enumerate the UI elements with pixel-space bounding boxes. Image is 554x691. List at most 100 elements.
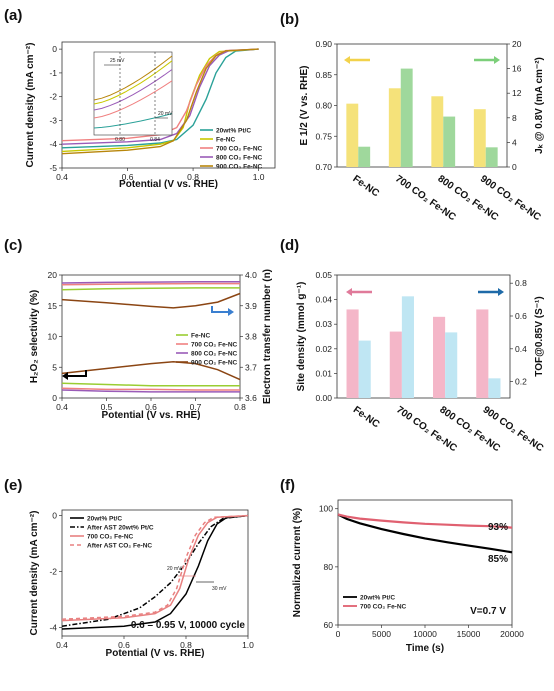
retention-label: 93% (488, 522, 508, 533)
inset-line (93, 55, 173, 101)
y-tick-label: -1 (49, 68, 57, 78)
legend-label: 700 CO₂ Fe-NC (87, 534, 134, 541)
data-line (337, 513, 513, 529)
legend-label: Fe-NC (216, 137, 235, 144)
x-tick-label: 0.4 (56, 640, 68, 650)
bar (400, 68, 413, 167)
left-axis-arrowhead (344, 56, 350, 64)
bar (433, 316, 446, 398)
panel-d: (d) 0.00 0.01 0.02 0.03 0.04 0.05 0.2 0.4 0.6 0.8 F… (280, 237, 545, 454)
x-tick-label: 0.4 (56, 402, 68, 412)
legend-label: 700 CO₂ Fe-NC (191, 342, 238, 349)
y2-axis-label: Electron transfer number (n) (262, 269, 273, 404)
y2-tick-label: 3.9 (245, 301, 257, 311)
data-line (61, 48, 259, 149)
right-axis-arrowhead (494, 56, 500, 64)
y-tick-label: 15 (48, 301, 58, 311)
y2-axis-label: TOF@0.85V (S⁻¹) (534, 296, 545, 376)
plot-frame (61, 41, 276, 169)
y2-tick-label: 3.8 (245, 332, 257, 342)
inset-tick-label: 0.84 (150, 137, 160, 143)
panel-f: (f) 0 5000 10000 15000 20000 60 80 100 Time (s) No… (280, 477, 524, 654)
x-tick-label: 0.7 (190, 402, 202, 412)
data-line (61, 514, 249, 622)
bar (445, 332, 458, 398)
y-tick-label: -2 (49, 92, 57, 102)
y2-tick-label: 16 (512, 64, 522, 74)
bar (388, 88, 401, 167)
x-tick-label: 1.0 (242, 640, 254, 650)
legend-label: 20wt% Pt/C (360, 595, 395, 602)
x-tick-label: 20000 (500, 629, 524, 639)
retention-label: 85% (488, 554, 508, 565)
condition-annotation: 0.6 – 0.95 V, 10000 cycle (131, 620, 246, 631)
left-axis-arrowhead (62, 372, 68, 380)
data-line (61, 48, 259, 155)
bar (476, 309, 489, 398)
x-axis-label: Potential (V vs. RHE) (106, 648, 205, 659)
legend-label: 800 CO₂ Fe-NC (216, 155, 263, 162)
plot-frame (61, 274, 241, 399)
bar (431, 96, 444, 167)
bar (389, 331, 402, 398)
x-tick-label: 0.5 (101, 402, 113, 412)
inset-line (93, 113, 173, 129)
x-axis-label: Time (s) (406, 643, 444, 654)
y-axis-label: H₂O₂ selectivity (%) (29, 290, 40, 383)
y-tick-label: 0.00 (315, 393, 332, 403)
x-tick-label: 0.8 (180, 640, 192, 650)
y2-tick-label: 4.0 (245, 270, 257, 280)
category-label: Fe-NC (351, 173, 381, 199)
y2-tick-label: 4 (512, 137, 517, 147)
n-line (61, 282, 240, 286)
y-tick-label: 20 (48, 270, 58, 280)
x-tick-label: 5000 (372, 629, 391, 639)
data-line (61, 48, 259, 153)
y-axis-label: E 1/2 (V vs. RHE) (299, 65, 310, 145)
y2-tick-label: 0.4 (515, 344, 527, 354)
right-axis-arrow (211, 306, 228, 313)
y-tick-label: 0.75 (315, 131, 332, 141)
x-axis-label: Potential (V vs. RHE) (102, 410, 201, 421)
n-line (61, 287, 240, 291)
legend-label: 700 CO₂ Fe-NC (360, 604, 407, 611)
y-tick-label: 0.02 (315, 344, 332, 354)
h2o2-line (61, 360, 241, 381)
y2-tick-label: 12 (512, 88, 522, 98)
y-tick-label: -4 (49, 139, 57, 149)
bar (358, 340, 371, 398)
data-line (61, 514, 249, 627)
inset-line (93, 60, 173, 105)
inset-annotation: 25 mV (110, 58, 125, 64)
left-axis-arrowhead (346, 288, 352, 296)
bar (485, 147, 498, 167)
y2-axis-label: Jₖ @ 0.8V (mA cm⁻²) (534, 57, 545, 154)
panel-e: (e) 0.4 0.6 0.8 1.0 -4 -2 0 Potential (V vs. RHE… (4, 477, 254, 659)
y-tick-label: 0.70 (315, 162, 332, 172)
y-tick-label: 0 (52, 511, 57, 521)
y-tick-label: 0.04 (315, 295, 332, 305)
bar (443, 116, 456, 167)
bar (346, 309, 359, 398)
legend-label: 900 CO₂ Fe-NC (191, 360, 238, 367)
legend-label: 900 CO₂ Fe-NC (216, 164, 263, 171)
y2-tick-label: 8 (512, 113, 517, 123)
y-tick-label: 0 (52, 44, 57, 54)
y-axis-label: Current density (mA cm⁻²) (29, 511, 40, 636)
y-tick-label: 0.90 (315, 39, 332, 49)
bar (358, 146, 371, 167)
panel-label: (f) (280, 477, 295, 494)
y2-tick-label: 0.8 (515, 278, 527, 288)
y-tick-label: 0.03 (315, 319, 332, 329)
inset-line (93, 69, 173, 111)
y-tick-label: 0.85 (315, 70, 332, 80)
inset-annotation: 20 mV (158, 111, 173, 117)
y-axis-label: Current density (mA cm⁻²) (25, 43, 36, 168)
panel-a: (a) 0.4 0.6 0.8 1.0 -5 -4 -3 -2 -1 0 Potential (V v… (4, 7, 276, 190)
y-tick-label: -2 (49, 567, 57, 577)
x-tick-label: 0.8 (187, 172, 199, 182)
x-tick-label: 0.6 (145, 402, 157, 412)
data-line (61, 48, 259, 145)
